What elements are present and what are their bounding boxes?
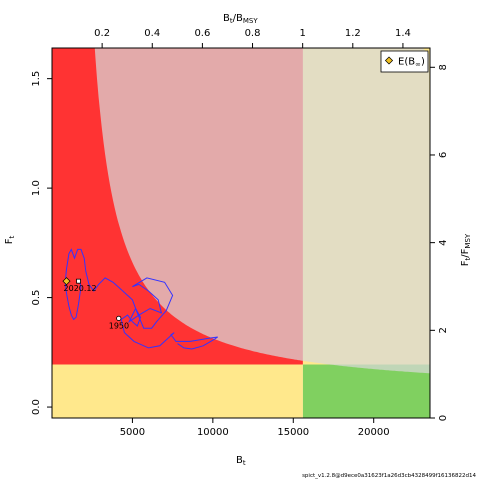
equilibrium-confidence-band bbox=[94, 48, 430, 374]
end-year-point bbox=[76, 278, 81, 284]
plot-frame bbox=[51, 47, 431, 419]
right-tick-label: 4 bbox=[438, 239, 449, 245]
right-tick-label: 0 bbox=[438, 415, 449, 421]
right-axis-label: Ft/FMSY bbox=[460, 233, 472, 266]
y-axis-label: Ft bbox=[4, 235, 16, 244]
right-tick-label: 8 bbox=[438, 64, 449, 70]
x-tick-label: 15000 bbox=[277, 427, 309, 438]
right-tick-label: 6 bbox=[438, 152, 449, 158]
overfished-zone bbox=[52, 364, 303, 418]
top-tick-label: 0.6 bbox=[194, 28, 210, 39]
top-axis-label: Bt/BMSY bbox=[223, 13, 258, 25]
y-tick-label: 1.0 bbox=[31, 180, 42, 196]
y-tick-label: 1.5 bbox=[31, 71, 42, 87]
footer-version: spict_v1.2.8@d9ece0a31623f1a26d3cb432849… bbox=[302, 473, 476, 479]
top-tick-label: 0.4 bbox=[144, 28, 160, 39]
top-tick-label: 0.2 bbox=[94, 28, 110, 39]
x-axis-label: Bt bbox=[236, 455, 246, 467]
legend: E(B∞) bbox=[380, 50, 429, 73]
top-tick-label: 1 bbox=[299, 28, 305, 39]
y-tick-label: 0.0 bbox=[31, 399, 42, 415]
biomass-fishing-trajectory bbox=[64, 248, 218, 350]
legend-box bbox=[380, 50, 429, 73]
y-tick-label: 0.5 bbox=[31, 290, 42, 306]
start-year-label: 1950 bbox=[109, 321, 129, 330]
x-tick-label: 20000 bbox=[358, 427, 390, 438]
expected-equilibrium-point bbox=[62, 277, 71, 286]
start-year-point bbox=[116, 315, 122, 321]
end-year-label: 2020.12 bbox=[64, 284, 97, 293]
x-tick-label: 5000 bbox=[120, 427, 145, 438]
legend-label: E(B∞) bbox=[398, 57, 425, 69]
top-tick-label: 1.4 bbox=[395, 28, 411, 39]
legend-marker bbox=[384, 56, 394, 65]
x-tick-label: 10000 bbox=[197, 427, 229, 438]
top-tick-label: 0.8 bbox=[245, 28, 261, 39]
sustainable-zone bbox=[302, 364, 430, 418]
right-tick-label: 2 bbox=[438, 327, 449, 333]
top-tick-label: 1.2 bbox=[345, 28, 361, 39]
